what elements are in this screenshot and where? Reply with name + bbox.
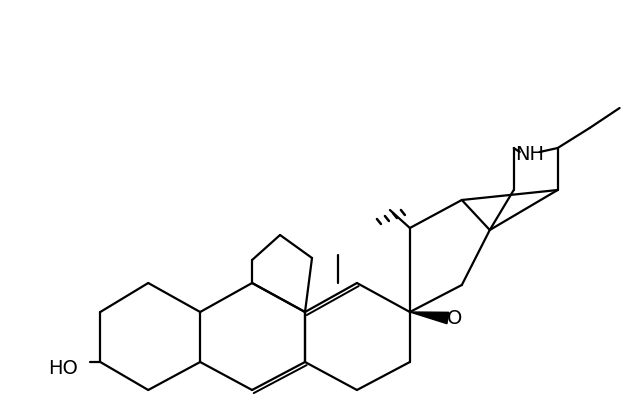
Text: HO: HO [49,359,78,377]
Text: O: O [447,308,463,327]
Polygon shape [410,312,449,324]
Text: NH: NH [515,145,544,165]
